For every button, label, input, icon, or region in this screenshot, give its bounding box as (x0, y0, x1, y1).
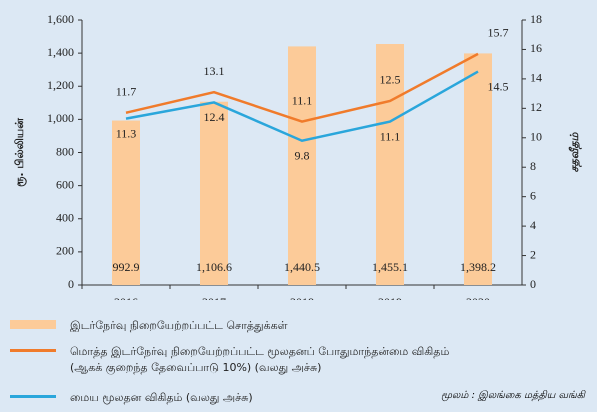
y-tick-label: 1,000 (47, 111, 74, 125)
source: மூலம் : இலங்கை மத்திய வங்கி (440, 390, 585, 401)
line-label: 11.1 (292, 93, 313, 107)
bar-label: 1,398.2 (460, 260, 496, 274)
line-label: 13.1 (204, 64, 225, 78)
line (125, 52, 479, 123)
y-tick-label: 1,400 (47, 45, 74, 59)
x-tick-label: 2017 (202, 295, 226, 300)
y-tick-label: 0 (68, 277, 74, 291)
line-label: 12.4 (204, 110, 225, 124)
line (125, 70, 479, 143)
y2-tick-label: 4 (530, 218, 536, 232)
x-tick-label: 2019 (378, 295, 402, 300)
line-label: 9.8 (295, 148, 310, 162)
bar (464, 53, 492, 285)
y-tick-label: 400 (56, 211, 74, 225)
bar-label: 1,106.6 (196, 260, 232, 274)
y2-tick-label: 16 (530, 41, 542, 55)
line-label: 11.3 (116, 126, 137, 140)
y-tick-label: 200 (56, 244, 74, 258)
legend-swatch (10, 395, 56, 398)
legend-swatch (10, 349, 56, 352)
y2-tick-label: 18 (530, 12, 542, 26)
line-label: 11.1 (380, 129, 401, 143)
legend-swatch (10, 320, 56, 329)
bar (112, 120, 140, 285)
y-tick-label: 1,200 (47, 78, 74, 92)
plot: 0 200 400 600 800 1,000 1,200 1,400 1,600 0 2 4 6 8 10… (13, 12, 582, 309)
bar-label: 992.9 (113, 260, 140, 274)
y2-tick-label: 12 (530, 100, 542, 114)
line-label: 12.5 (380, 73, 401, 87)
y2-tick-label: 8 (530, 159, 536, 173)
bar (288, 46, 316, 285)
y2-tick-label: 2 (530, 247, 536, 261)
y-tick-label: 1,600 (47, 12, 74, 26)
x-tick-label: 2016 (114, 295, 138, 300)
y-tick-label: 800 (56, 144, 74, 158)
legend-item: மொத்த இடர்நேர்வு நிறையேற்றப்பட்ட மூலதனப்… (0, 344, 470, 376)
legend-item: இடர்நேர்வு நிறையேற்றப்பட்ட சொத்துக்கள் (0, 318, 470, 334)
bar-label: 1,440.5 (284, 260, 320, 274)
bar (200, 101, 228, 285)
legend-text: மைய மூலதன விகிதம் (வலது அச்சு) (70, 391, 253, 404)
legend-text: இடர்நேர்வு நிறையேற்றப்பட்ட சொத்துக்கள் (70, 319, 288, 332)
y-tick-label: 600 (56, 177, 74, 191)
line-label: 11.7 (116, 85, 137, 99)
bar (376, 43, 404, 286)
legend-text: மொத்த இடர்நேர்வு நிறையேற்றப்பட்ட மூலதனப்… (70, 345, 450, 374)
legend-item: மைய மூலதன விகிதம் (வலது அச்சு) (0, 390, 470, 406)
line-label: 14.5 (488, 79, 509, 93)
bar-label: 1,455.1 (372, 260, 408, 274)
y2-tick-label: 6 (530, 188, 536, 202)
y2-tick-label: 10 (530, 130, 542, 144)
line-label: 15.7 (488, 26, 509, 40)
y-axis-label: ரூ. பில்லியன் (13, 118, 27, 187)
y2-tick-label: 14 (530, 71, 542, 85)
x-tick-label: 2018 (290, 295, 314, 300)
x-tick-label: 2020 (466, 295, 490, 300)
y2-tick-label: 0 (530, 277, 536, 291)
y2-axis-label: சதவீதம் (568, 131, 582, 172)
